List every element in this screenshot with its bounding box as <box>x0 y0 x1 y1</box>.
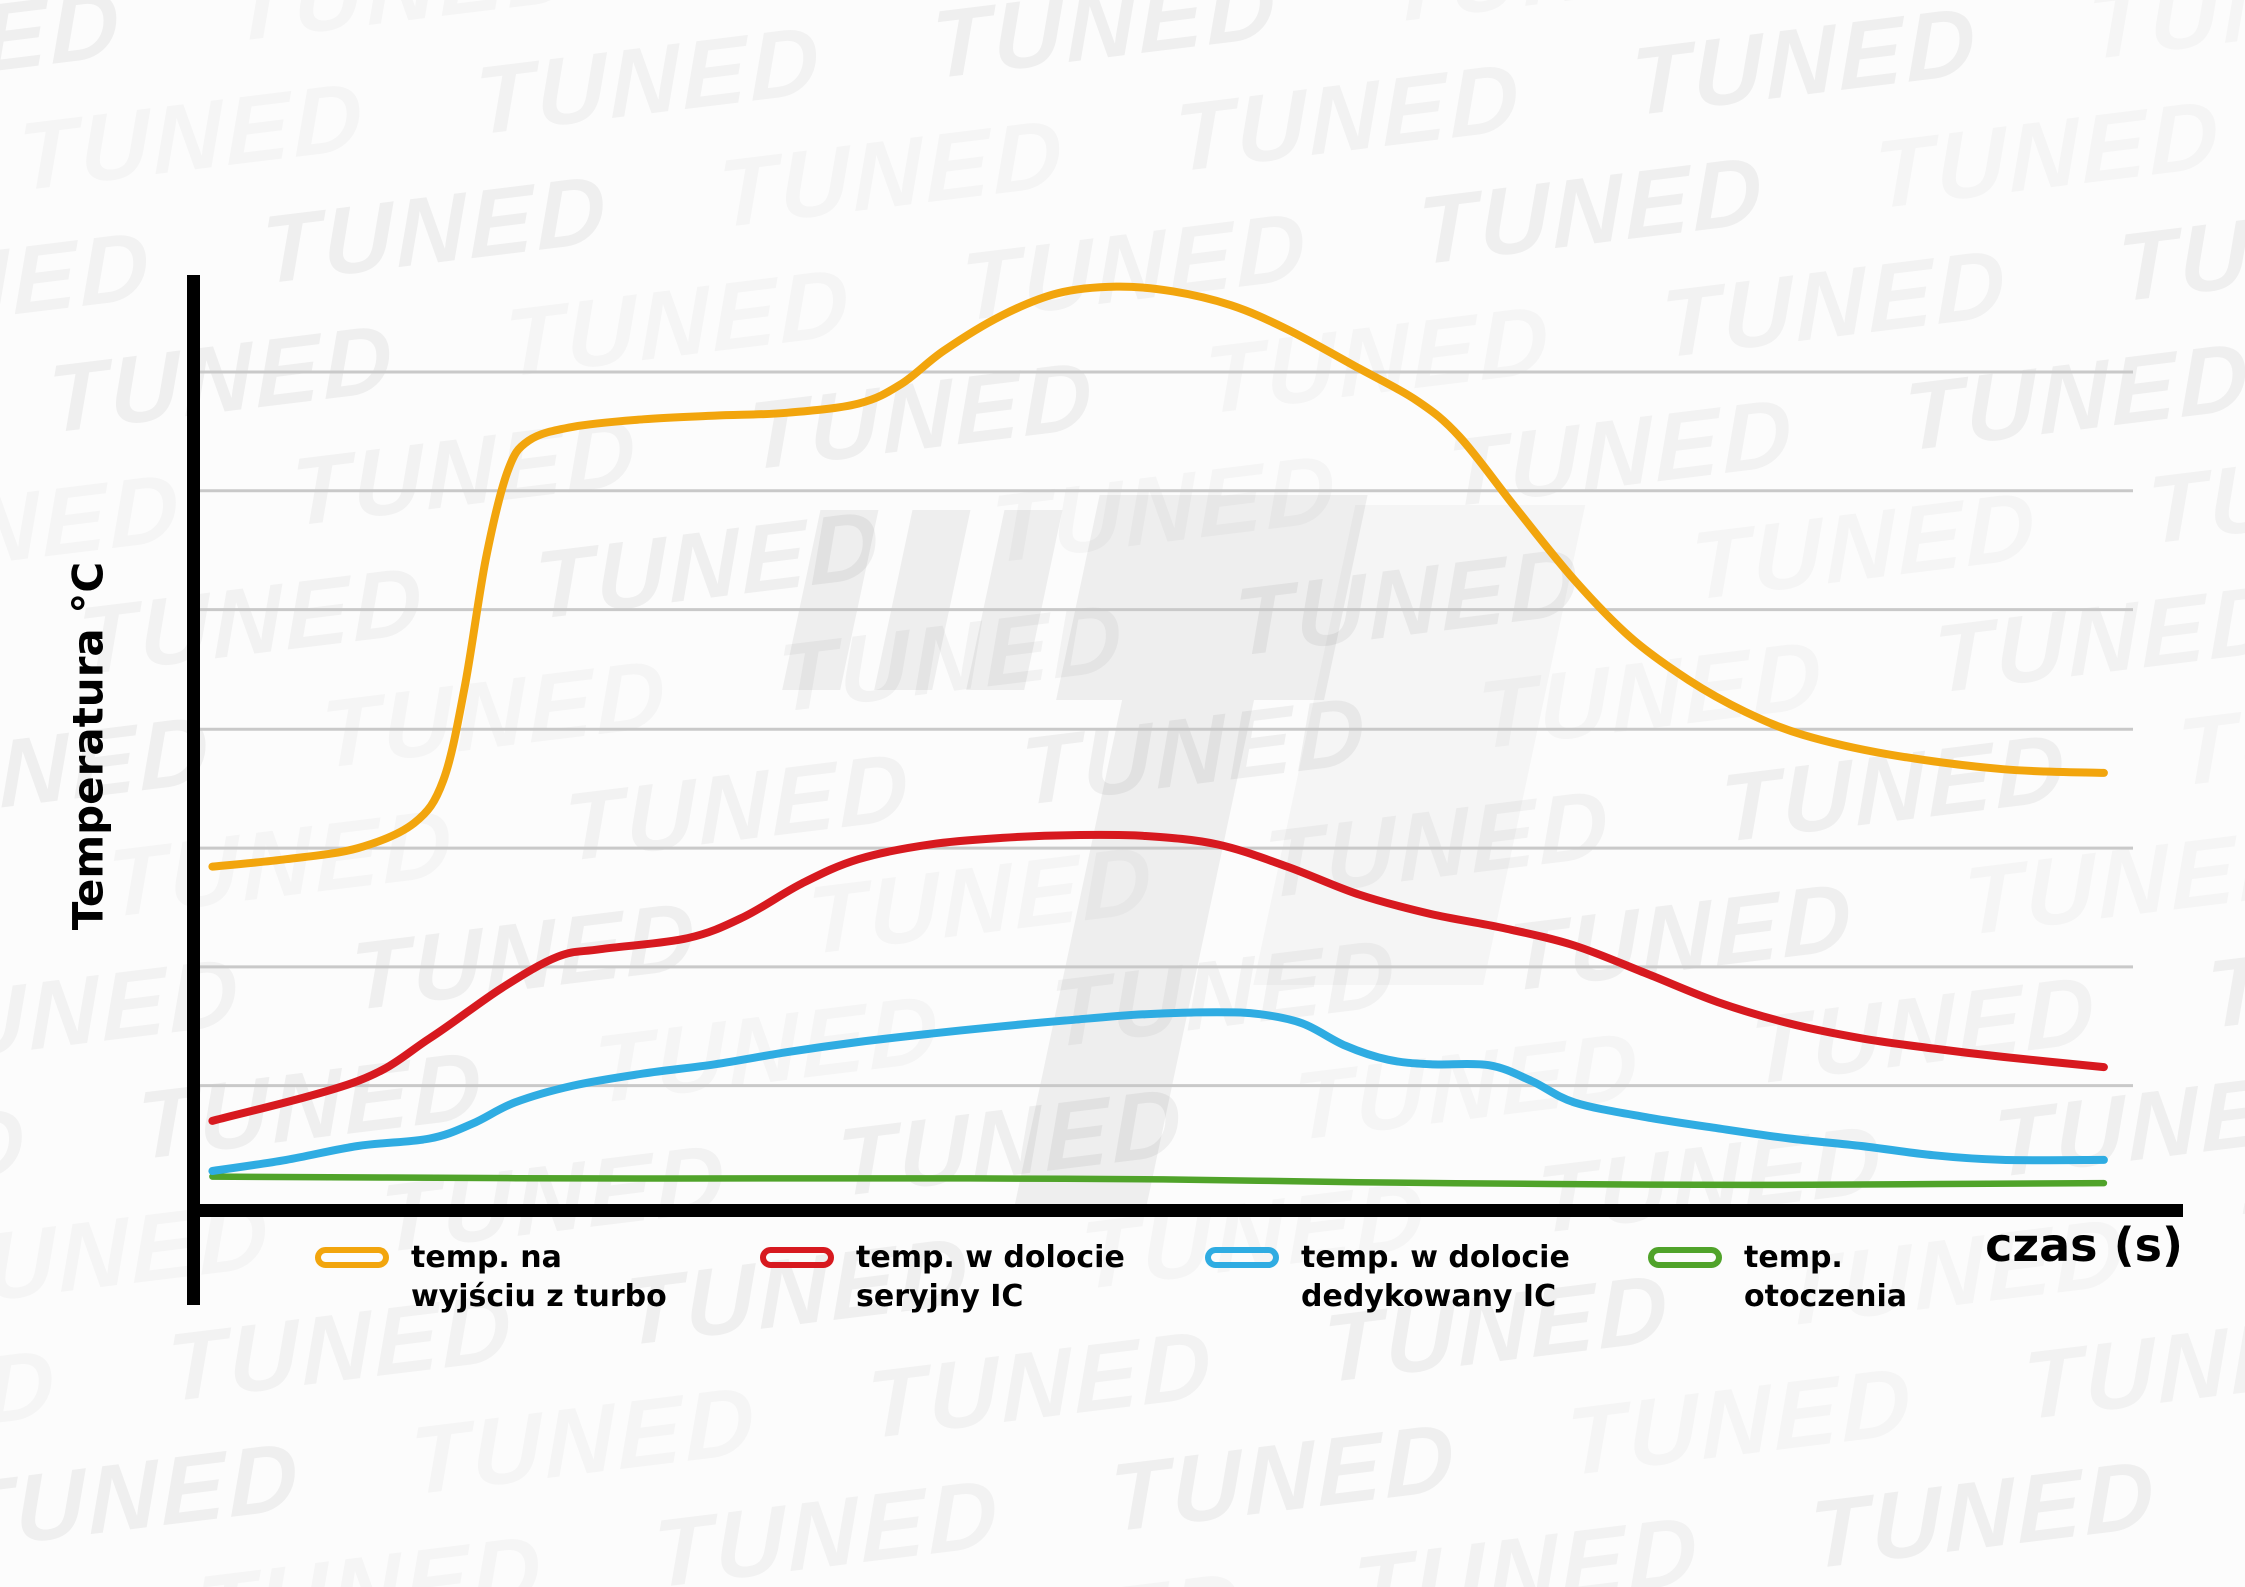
legend-label: temp. w dolocie dedykowany IC <box>1301 1238 1570 1316</box>
legend-swatch-icon <box>315 1247 389 1268</box>
legend-label-line1: temp. <box>1744 1240 1843 1275</box>
legend-label-line1: temp. w dolocie <box>856 1240 1125 1275</box>
x-axis-label: czas (s) <box>1985 1218 2183 1272</box>
legend-label-line2: dedykowany IC <box>1301 1279 1557 1314</box>
legend-swatch-icon <box>760 1247 834 1268</box>
legend: temp. na wyjściu z turbo temp. w dolocie se… <box>0 1238 2245 1348</box>
legend-label-line2: wyjściu z turbo <box>411 1279 667 1314</box>
y-axis-label: Temperatura °C <box>63 561 113 931</box>
legend-label-line1: temp. na <box>411 1240 562 1275</box>
legend-swatch-icon <box>1205 1247 1279 1268</box>
legend-label: temp. otoczenia <box>1744 1238 1907 1316</box>
series-line-4 <box>209 1173 2108 1189</box>
series-line-1 <box>208 282 2108 871</box>
series-line-2 <box>208 830 2108 1125</box>
legend-item-1: temp. na wyjściu z turbo <box>315 1238 667 1316</box>
legend-label-line2: otoczenia <box>1744 1279 1908 1314</box>
legend-label-line2: seryjny IC <box>856 1279 1024 1314</box>
legend-item-3: temp. w dolocie dedykowany IC <box>1205 1238 1570 1316</box>
legend-label: temp. w dolocie seryjny IC <box>856 1238 1125 1316</box>
legend-label-line1: temp. w dolocie <box>1301 1240 1570 1275</box>
legend-item-4: temp. otoczenia <box>1648 1238 1907 1316</box>
x-axis <box>187 1204 2183 1217</box>
legend-swatch-icon <box>1648 1247 1722 1268</box>
series-line-3 <box>208 1008 2108 1175</box>
legend-item-2: temp. w dolocie seryjny IC <box>760 1238 1125 1316</box>
y-axis <box>187 275 200 1305</box>
legend-label: temp. na wyjściu z turbo <box>411 1238 667 1316</box>
